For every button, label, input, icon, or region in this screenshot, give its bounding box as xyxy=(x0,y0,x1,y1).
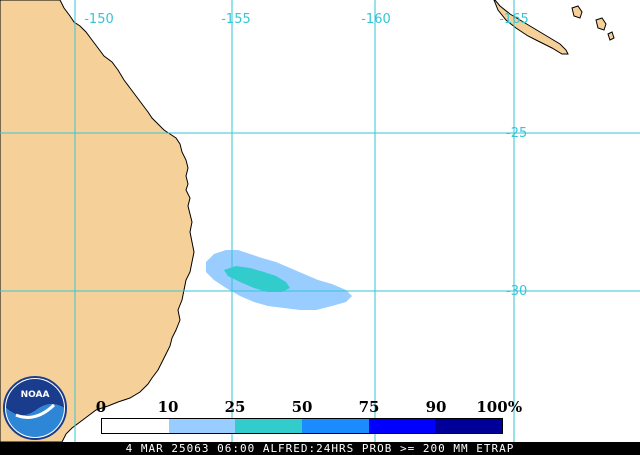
new-caledonia-island xyxy=(493,0,569,55)
legend-swatch xyxy=(168,419,236,433)
legend-value: 25 xyxy=(224,398,246,416)
probability-area-25-50 xyxy=(224,266,290,292)
legend-swatch xyxy=(235,419,303,433)
legend-value: 90 xyxy=(425,398,447,416)
grid-lines xyxy=(0,0,640,442)
legend-swatch xyxy=(368,419,436,433)
longitude-label: -160 xyxy=(361,12,391,27)
legend-swatch xyxy=(302,419,369,433)
small-island xyxy=(595,17,607,31)
legend-color-bar xyxy=(101,418,503,434)
legend-value: 75 xyxy=(358,398,380,416)
longitude-label: -155 xyxy=(221,12,251,27)
product-caption: 4 MAR 25063 06:00 ALFRED:24HRS PROB >= 2… xyxy=(0,442,640,455)
small-island xyxy=(571,5,583,19)
probability-legend: 0 10 25 50 75 90 100 % xyxy=(95,398,525,438)
legend-value: 0 xyxy=(95,398,107,416)
legend-value: 10 xyxy=(157,398,179,416)
legend-swatch xyxy=(435,419,503,433)
latitude-label: -30 xyxy=(506,284,527,299)
small-island xyxy=(607,31,615,41)
longitude-label: -165 xyxy=(499,12,529,27)
legend-value: 50 xyxy=(291,398,313,416)
legend-swatch xyxy=(102,419,169,433)
latitude-label: -25 xyxy=(506,126,527,141)
australia-landmass xyxy=(0,0,195,443)
noaa-logo: NOAA xyxy=(3,376,67,440)
legend-unit: % xyxy=(507,398,523,416)
longitude-label: -150 xyxy=(84,12,114,27)
legend-value: 100 xyxy=(476,398,508,416)
noaa-logo-text: NOAA xyxy=(21,390,50,400)
